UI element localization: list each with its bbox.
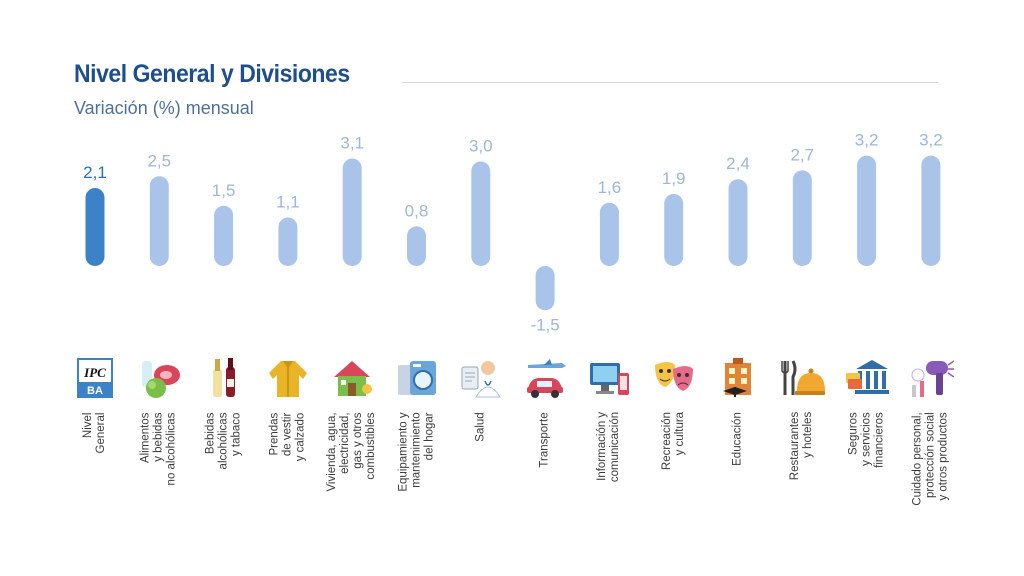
value-label: 1,5 [212,181,236,200]
category-label: Alimentos y bebidas no alcohólicas [139,412,178,485]
value-label: -1,5 [530,315,559,334]
bar [149,176,169,266]
category-label: Salud [474,411,487,442]
bar [921,155,941,266]
value-label: 3,1 [340,134,364,153]
computer-phone-icon [586,355,632,401]
value-label: 2,4 [726,154,750,173]
plane-car-icon [522,355,568,401]
bank-icon [844,355,890,401]
category-label: Recreación y cultura [660,411,686,471]
doctor-icon [458,355,504,401]
bar [664,193,684,266]
category-label: Educación [731,412,744,466]
bar [792,170,812,266]
svg-text:BA: BA [87,385,103,397]
bar [857,155,877,266]
value-label: 3,2 [855,131,879,150]
value-label: 2,5 [147,151,171,170]
food-icon [136,355,182,401]
bar [407,226,426,266]
category-label: Seguros y servicios financieros [847,412,886,468]
chart-title: Nivel General y Divisiones [74,60,350,88]
value-label: 3,0 [469,137,493,156]
category-label: Nivel General [82,412,107,453]
category-label: Información y comunicación [596,411,622,483]
house-icon [329,355,375,401]
value-label: 1,6 [598,178,622,197]
value-label: 2,1 [83,163,107,182]
category-label: Restaurantes y hoteles [789,411,815,481]
category-label: Equipamiento y mantenimiento del hogar [397,411,435,492]
wine-bottles-icon [201,355,247,401]
value-label: 1,1 [276,193,300,212]
value-label: 0,8 [405,201,429,220]
washing-machine-icon [394,355,440,401]
school-building-icon [715,355,761,401]
title-divider [402,82,938,83]
value-label: 2,7 [790,145,814,164]
theater-masks-icon [651,355,697,401]
bar [214,205,234,266]
bar [85,188,105,266]
bar [728,179,748,266]
bar [278,217,298,266]
bar [535,266,555,311]
bar [342,158,362,266]
chart-subtitle: Variación (%) mensual [74,98,254,118]
category-label: Prendas de vestir y calzado [268,412,307,461]
bar [599,202,619,266]
category-label: Transporte [538,411,551,468]
hair-dryer-icon [908,355,955,401]
value-label: 3,2 [919,131,943,150]
category-label: Cuidado personal, protección social y otro… [911,411,950,506]
ipc-ba-logo-icon: IPC BA [72,355,118,401]
category-label: Vivienda, agua, electricidad, gas y otros c… [326,411,378,492]
svg-text:IPC: IPC [83,365,106,380]
dining-bell-icon [779,355,826,401]
bar [471,161,491,266]
bar-chart: 2,1 2,5 1,5 1,1 3,1 0,8 3,0 -1,5 1,6 1,9 2,4 2,7 3,2… [83,131,943,335]
value-label: 1,9 [662,169,686,188]
category-label: Bebidas alcohólicas y tabaco [204,412,243,469]
jacket-icon [265,355,311,401]
